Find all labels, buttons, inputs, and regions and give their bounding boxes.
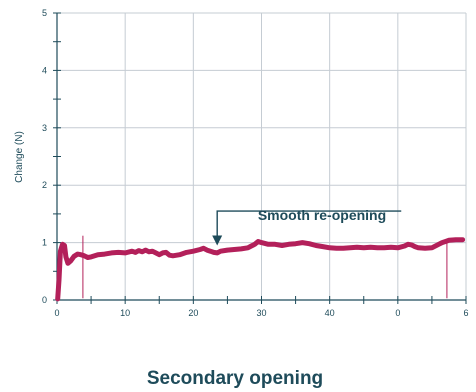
y-tick-label: 5 bbox=[42, 8, 47, 18]
vertical-markers bbox=[82, 235, 448, 299]
x-tick-labels: 0 10 20 30 40 0 6 bbox=[54, 308, 468, 318]
y-tick-label: 3 bbox=[42, 123, 47, 133]
x-tick-label: 0 bbox=[54, 308, 59, 318]
y-tick-labels: 0 1 2 3 4 5 bbox=[42, 8, 47, 305]
y-tick-label: 4 bbox=[42, 65, 47, 75]
x-tick-label: 30 bbox=[256, 308, 266, 318]
y-tick-label: 1 bbox=[42, 238, 47, 248]
grid-lines bbox=[57, 12, 467, 300]
x-tick-label: 10 bbox=[120, 308, 130, 318]
x-tick-label: 6 bbox=[463, 308, 468, 318]
annotation-arrow-line bbox=[216, 210, 402, 237]
annotation: Smooth re-opening bbox=[212, 207, 402, 246]
y-tick-label: 2 bbox=[42, 180, 47, 190]
x-tick-label: 0 bbox=[395, 308, 400, 318]
axes bbox=[53, 12, 467, 304]
y-tick-label: 0 bbox=[42, 295, 47, 305]
x-tick-label: 40 bbox=[325, 308, 335, 318]
y-axis-title: Change (N) bbox=[14, 131, 25, 183]
annotation-arrowhead bbox=[212, 235, 223, 246]
chart-title: Secondary opening bbox=[147, 368, 323, 389]
data-series-line bbox=[55, 237, 466, 302]
series-layer bbox=[55, 237, 466, 302]
annotation-label: Smooth re-opening bbox=[258, 207, 386, 223]
x-tick-label: 20 bbox=[188, 308, 198, 318]
